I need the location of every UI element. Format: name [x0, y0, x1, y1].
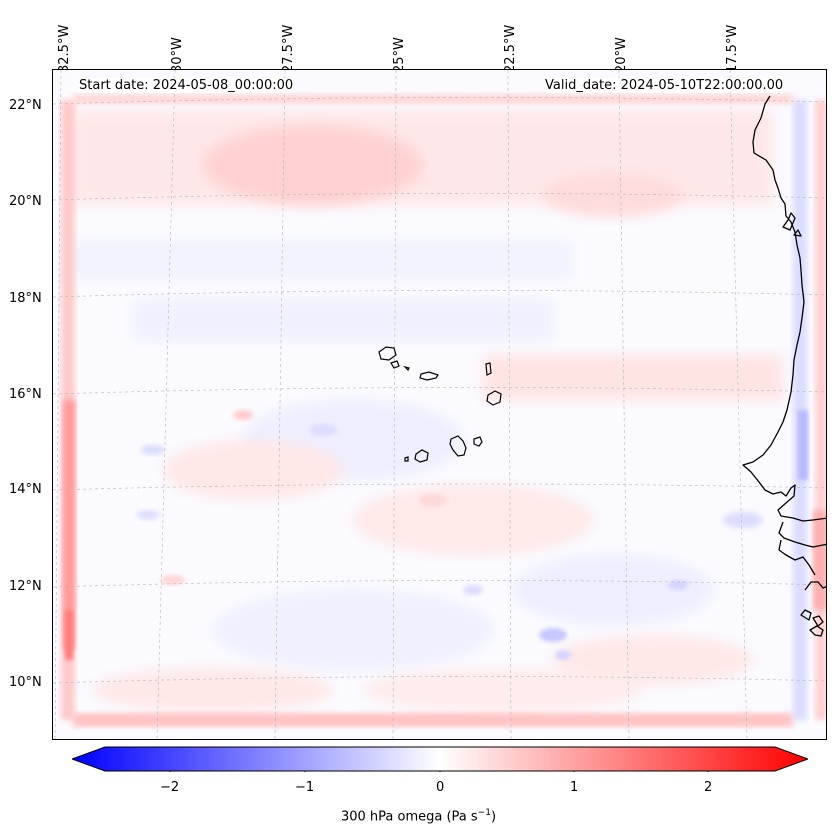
island-santo-antao: [378, 346, 397, 361]
island-maio: [473, 436, 483, 447]
island-brava: [404, 456, 409, 462]
valid-date-label: Valid_date: 2024-05-10T22:00:00.00: [545, 78, 784, 93]
island-fogo: [414, 449, 429, 463]
lat-label-12n: 12°N: [9, 579, 42, 594]
island-boa-vista: [486, 390, 502, 406]
cape-verde-islands: [378, 346, 502, 463]
lon-label-25w: 25°W: [392, 37, 407, 73]
graticule: [53, 70, 826, 739]
lat-label-10n: 10°N: [9, 675, 42, 690]
island-sao-nicolau: [419, 371, 439, 381]
lon-label-17-5w: 17.5°W: [725, 24, 740, 73]
colorbar-tick-neg2: −2: [160, 780, 180, 795]
omega-field: [53, 70, 826, 739]
lat-label-14n: 14°N: [9, 482, 42, 497]
omega-map: [52, 69, 827, 740]
lat-label-18n: 18°N: [9, 291, 42, 306]
island-santiago: [449, 435, 467, 457]
colorbar-label: 300 hPa omega (Pa s−1): [0, 808, 837, 824]
lon-label-20w: 20°W: [614, 37, 629, 73]
colorbar-label-text: 300 hPa omega (Pa s: [340, 809, 478, 825]
lon-label-32-5w: 32.5°W: [57, 24, 72, 73]
lat-label-16n: 16°N: [9, 387, 42, 402]
map-canvas: [53, 70, 826, 739]
island-santa-luzia: [403, 365, 410, 372]
colorbar-label-exponent: −1: [477, 808, 491, 818]
colorbar-tick-0: 0: [436, 780, 445, 795]
colorbar-tick-neg1: −1: [295, 780, 315, 795]
lon-label-30w: 30°W: [170, 37, 185, 73]
island-sal: [485, 362, 492, 376]
colorbar-tick-2: 2: [704, 780, 713, 795]
lon-label-27-5w: 27.5°W: [281, 24, 296, 73]
lat-label-22n: 22°N: [9, 98, 42, 113]
colorbar-label-close: ): [490, 809, 497, 825]
start-date-label: Start date: 2024-05-08_00:00:00: [79, 78, 294, 93]
colorbar: [72, 746, 808, 772]
colorbar-tick-1: 1: [570, 780, 579, 795]
africa-coastline: [742, 95, 826, 637]
island-sao-vicente: [390, 360, 400, 369]
lon-label-22-5w: 22.5°W: [503, 24, 518, 73]
lat-label-20n: 20°N: [9, 194, 42, 209]
